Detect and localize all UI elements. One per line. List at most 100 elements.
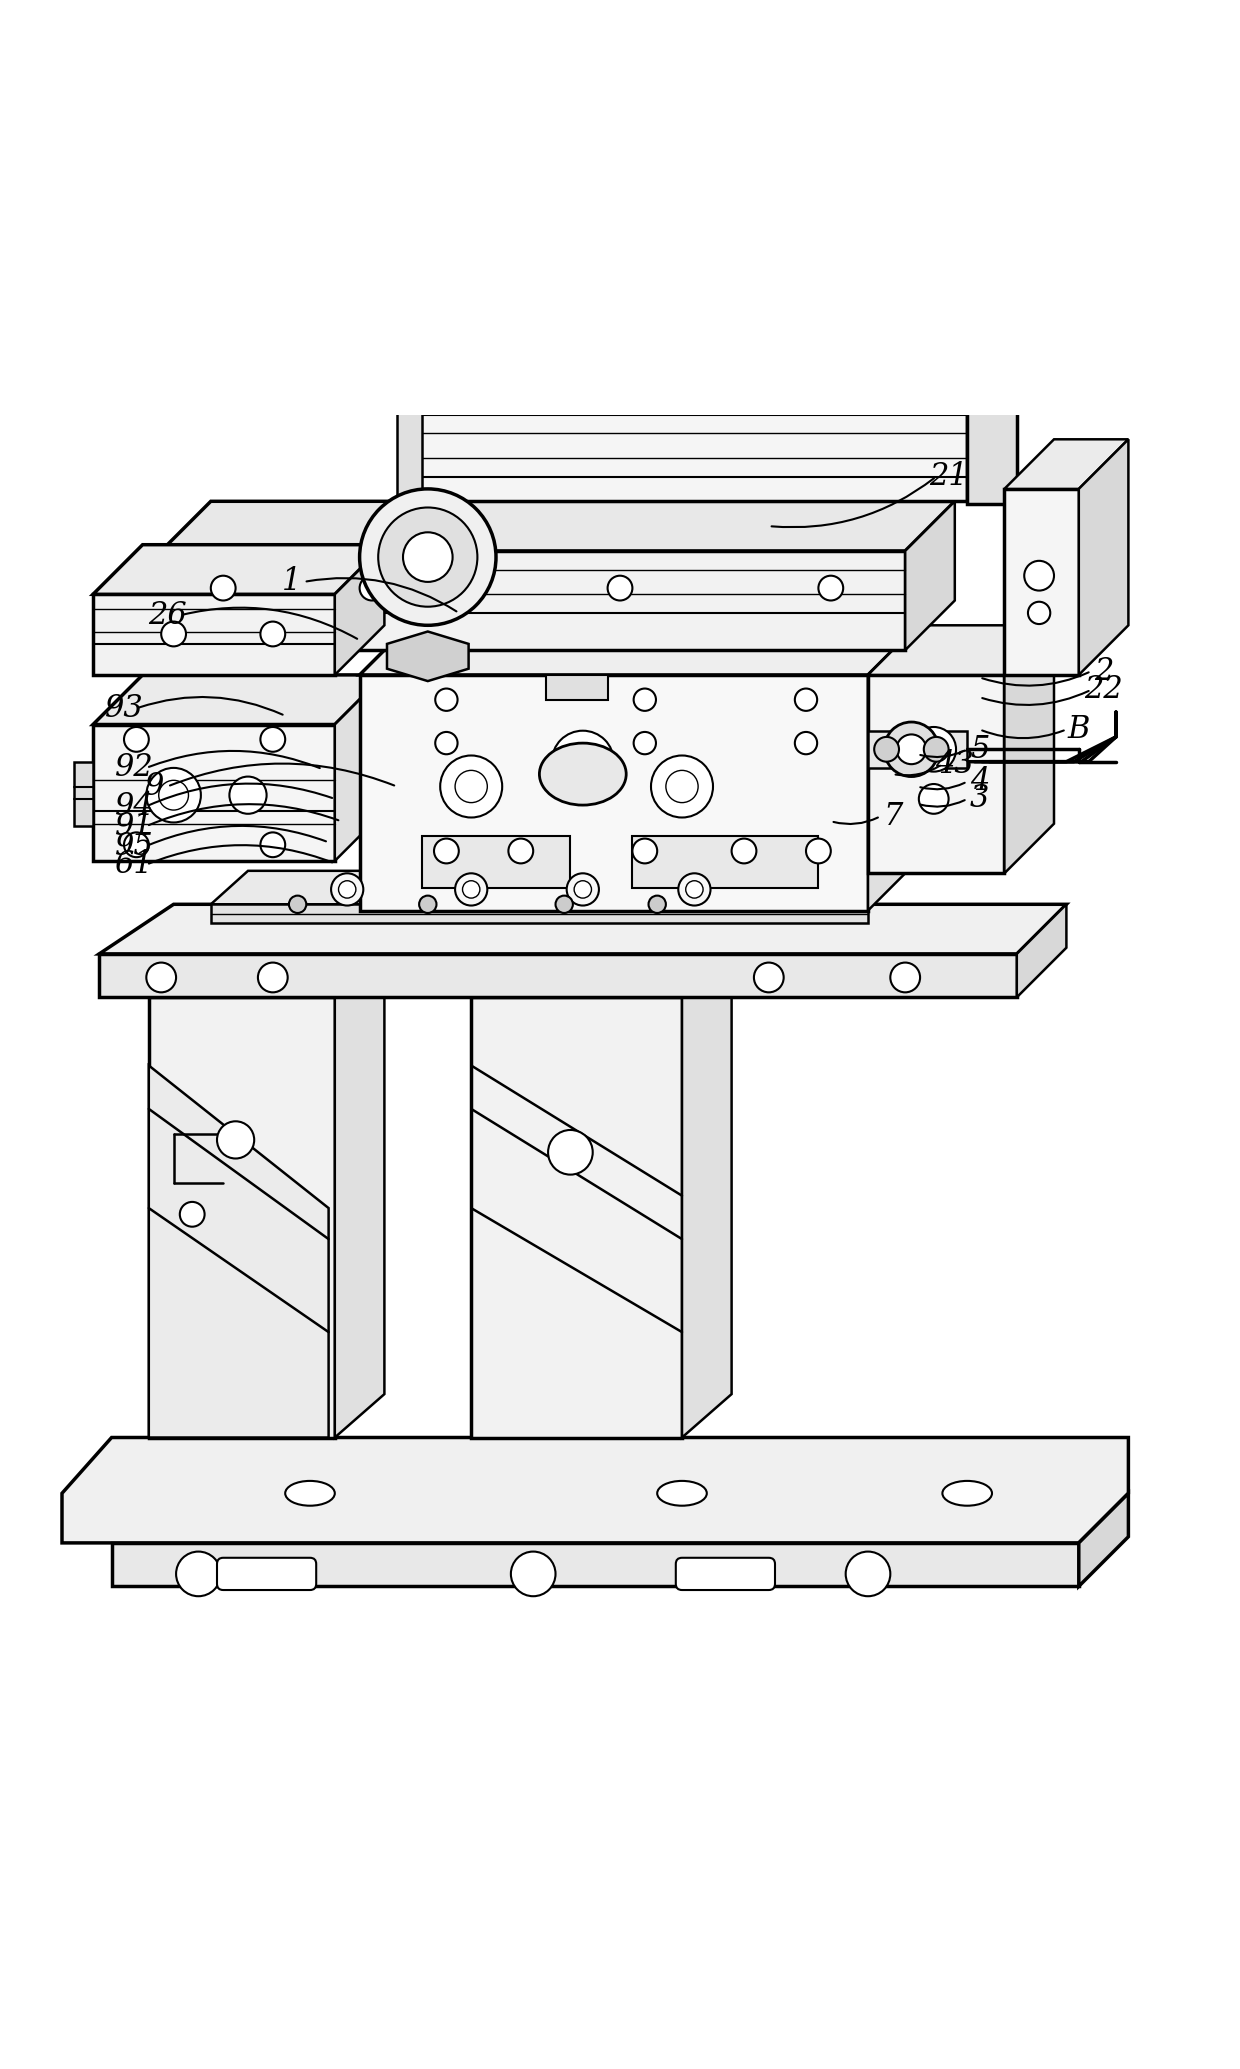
Polygon shape (868, 625, 918, 910)
Text: 1: 1 (281, 567, 301, 598)
Circle shape (651, 755, 713, 817)
Circle shape (339, 881, 356, 898)
Circle shape (739, 350, 774, 385)
Text: 5: 5 (970, 734, 990, 766)
Circle shape (331, 873, 363, 906)
Polygon shape (360, 625, 918, 674)
Polygon shape (967, 399, 1017, 503)
Polygon shape (1079, 439, 1128, 674)
Circle shape (556, 896, 573, 912)
Polygon shape (1079, 1494, 1128, 1587)
Polygon shape (632, 836, 818, 888)
Circle shape (176, 1552, 221, 1595)
Circle shape (455, 770, 487, 803)
Circle shape (1028, 602, 1050, 625)
Circle shape (463, 881, 480, 898)
Circle shape (217, 1121, 254, 1159)
Circle shape (260, 621, 285, 646)
Text: 92: 92 (114, 753, 154, 784)
Circle shape (124, 726, 149, 751)
Polygon shape (387, 631, 469, 681)
Circle shape (435, 732, 458, 755)
Text: 26: 26 (148, 600, 187, 631)
Circle shape (455, 873, 487, 906)
Circle shape (419, 896, 436, 912)
Polygon shape (1017, 904, 1066, 997)
Text: 21: 21 (929, 461, 968, 492)
Circle shape (180, 1202, 205, 1227)
Circle shape (548, 1130, 593, 1175)
Polygon shape (905, 501, 955, 650)
Circle shape (818, 575, 843, 600)
Circle shape (649, 896, 666, 912)
Circle shape (574, 881, 591, 898)
Circle shape (289, 896, 306, 912)
Polygon shape (1004, 488, 1079, 674)
Circle shape (258, 962, 288, 993)
Ellipse shape (942, 1481, 992, 1506)
Polygon shape (93, 594, 335, 674)
Circle shape (754, 962, 784, 993)
Polygon shape (471, 954, 732, 997)
Polygon shape (74, 761, 93, 826)
Polygon shape (99, 904, 1066, 954)
Polygon shape (335, 954, 384, 1438)
Circle shape (634, 689, 656, 712)
Polygon shape (1004, 439, 1128, 488)
Text: 9: 9 (145, 772, 165, 803)
Polygon shape (211, 904, 868, 923)
Circle shape (666, 770, 698, 803)
Polygon shape (868, 674, 1004, 873)
Polygon shape (546, 674, 608, 699)
Circle shape (686, 881, 703, 898)
Circle shape (552, 730, 614, 792)
Polygon shape (93, 544, 384, 594)
Polygon shape (515, 352, 577, 401)
Text: 91: 91 (114, 811, 154, 842)
Circle shape (260, 726, 285, 751)
Circle shape (124, 832, 149, 857)
Ellipse shape (657, 1481, 707, 1506)
Polygon shape (967, 352, 1017, 501)
Polygon shape (335, 544, 384, 674)
Circle shape (434, 838, 459, 863)
Text: 2: 2 (1094, 656, 1114, 687)
Polygon shape (99, 954, 1017, 997)
Circle shape (678, 873, 711, 906)
Circle shape (634, 732, 656, 755)
Polygon shape (868, 625, 1054, 674)
Polygon shape (739, 321, 774, 352)
Polygon shape (528, 321, 563, 352)
Circle shape (874, 737, 899, 761)
Circle shape (360, 575, 384, 600)
Circle shape (1024, 561, 1054, 590)
Circle shape (919, 784, 949, 813)
Text: 61: 61 (114, 848, 154, 879)
Circle shape (795, 689, 817, 712)
Polygon shape (725, 352, 787, 401)
Circle shape (146, 962, 176, 993)
Polygon shape (682, 954, 732, 1438)
Circle shape (911, 726, 956, 772)
Circle shape (378, 507, 477, 606)
Polygon shape (211, 871, 905, 904)
Circle shape (567, 745, 599, 778)
Circle shape (360, 488, 496, 625)
Text: 4: 4 (970, 766, 990, 797)
Circle shape (260, 832, 285, 857)
Circle shape (567, 873, 599, 906)
Text: 7: 7 (883, 801, 903, 832)
Text: 22: 22 (1084, 674, 1123, 706)
Circle shape (161, 621, 186, 646)
Circle shape (159, 780, 188, 811)
Circle shape (890, 962, 920, 993)
Text: 3: 3 (970, 784, 990, 815)
Polygon shape (409, 401, 967, 501)
FancyBboxPatch shape (676, 1558, 775, 1589)
Polygon shape (360, 674, 868, 910)
Circle shape (897, 734, 926, 763)
Polygon shape (422, 836, 570, 888)
Polygon shape (1004, 625, 1054, 873)
Polygon shape (149, 997, 335, 1438)
Text: 93: 93 (104, 693, 144, 724)
